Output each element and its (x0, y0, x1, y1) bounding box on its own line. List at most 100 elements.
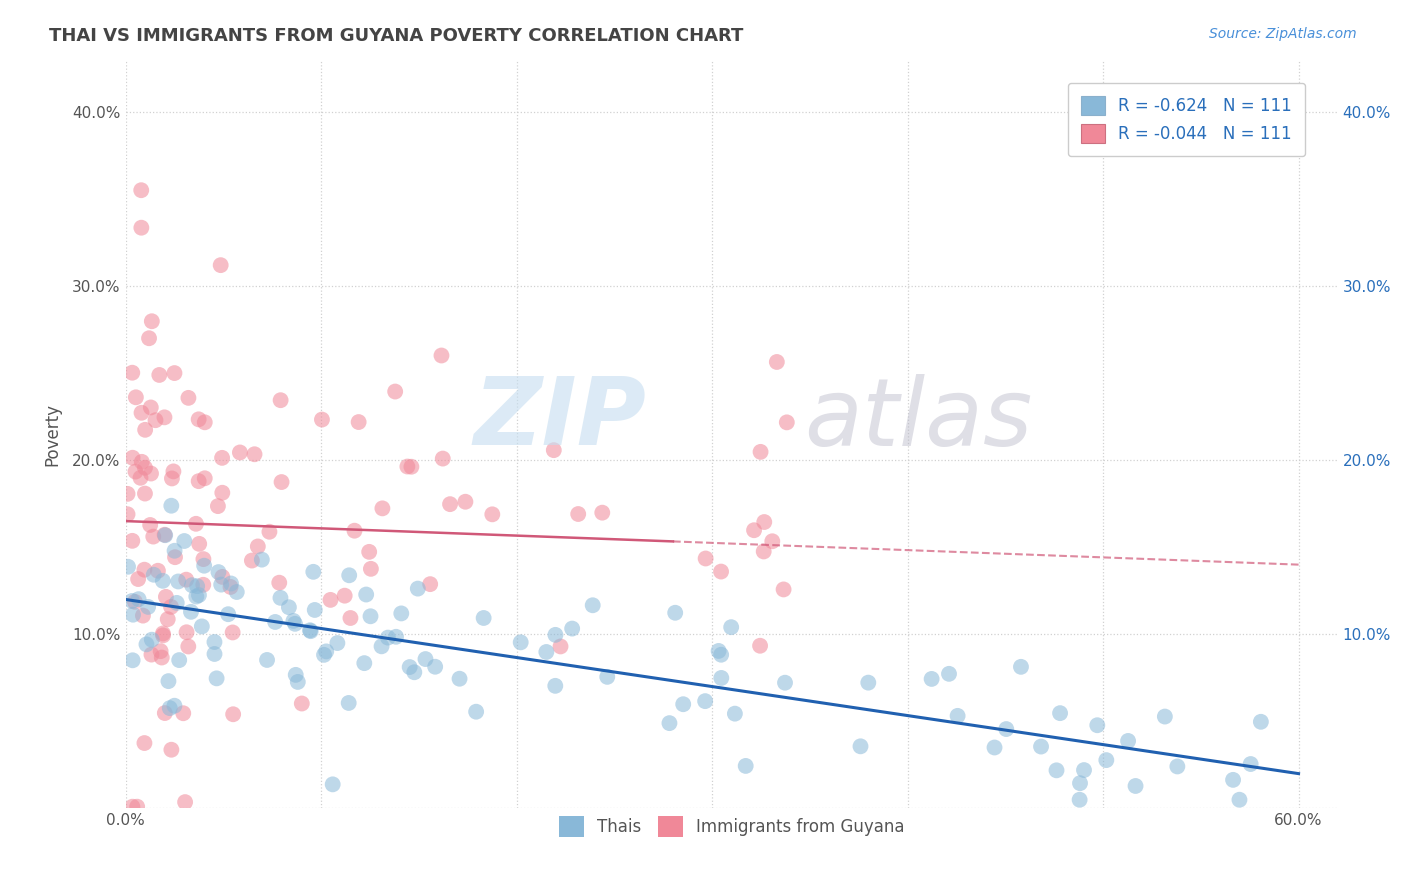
Thais (160, 499, 183, 513)
Thais (1250, 714, 1272, 729)
Immigrants from Guyana (160, 599, 183, 614)
Immigrants from Guyana (162, 464, 184, 478)
Thais (163, 543, 186, 558)
Thais (983, 740, 1005, 755)
Immigrants from Guyana (160, 471, 183, 485)
Immigrants from Guyana (591, 506, 613, 520)
Immigrants from Guyana (129, 183, 152, 197)
Thais (1073, 763, 1095, 777)
Thais (370, 640, 392, 654)
Thais (353, 656, 375, 670)
Thais (326, 636, 349, 650)
Immigrants from Guyana (117, 487, 139, 501)
Thais (425, 659, 447, 673)
Immigrants from Guyana (749, 639, 772, 653)
Thais (354, 588, 377, 602)
Immigrants from Guyana (153, 706, 176, 720)
Immigrants from Guyana (152, 626, 174, 640)
Thais (157, 674, 180, 689)
Immigrants from Guyana (134, 486, 156, 500)
Thais (773, 675, 796, 690)
Thais (946, 709, 969, 723)
Thais (187, 588, 209, 602)
Immigrants from Guyana (211, 570, 233, 584)
Immigrants from Guyana (229, 445, 252, 459)
Thais (849, 739, 872, 754)
Immigrants from Guyana (454, 494, 477, 508)
Thais (995, 722, 1018, 736)
Immigrants from Guyana (269, 575, 291, 590)
Immigrants from Guyana (240, 553, 263, 567)
Immigrants from Guyana (754, 515, 776, 529)
Thais (121, 594, 143, 608)
Thais (1095, 753, 1118, 767)
Immigrants from Guyana (134, 423, 156, 437)
Thais (181, 578, 204, 592)
Thais (225, 585, 247, 599)
Immigrants from Guyana (749, 445, 772, 459)
Thais (664, 606, 686, 620)
Immigrants from Guyana (752, 544, 775, 558)
Immigrants from Guyana (222, 707, 245, 722)
Thais (1229, 793, 1251, 807)
Immigrants from Guyana (246, 540, 269, 554)
Immigrants from Guyana (176, 625, 198, 640)
Thais (1166, 759, 1188, 773)
Immigrants from Guyana (153, 527, 176, 541)
Immigrants from Guyana (139, 467, 162, 481)
Immigrants from Guyana (131, 406, 153, 420)
Thais (163, 698, 186, 713)
Immigrants from Guyana (259, 524, 281, 539)
Thais (710, 648, 733, 662)
Immigrants from Guyana (127, 799, 149, 814)
Thais (1222, 772, 1244, 787)
Text: ZIP: ZIP (474, 373, 647, 465)
Thais (544, 628, 567, 642)
Thais (217, 607, 239, 622)
Immigrants from Guyana (145, 413, 167, 427)
Immigrants from Guyana (134, 563, 156, 577)
Thais (322, 777, 344, 791)
Immigrants from Guyana (121, 366, 143, 380)
Immigrants from Guyana (152, 628, 174, 642)
Immigrants from Guyana (194, 471, 217, 485)
Immigrants from Guyana (333, 589, 356, 603)
Immigrants from Guyana (343, 524, 366, 538)
Thais (298, 624, 321, 638)
Thais (695, 694, 717, 708)
Thais (264, 615, 287, 629)
Immigrants from Guyana (172, 706, 194, 721)
Immigrants from Guyana (430, 349, 453, 363)
Immigrants from Guyana (174, 795, 197, 809)
Thais (360, 609, 382, 624)
Immigrants from Guyana (772, 582, 794, 597)
Thais (509, 635, 531, 649)
Immigrants from Guyana (139, 518, 162, 533)
Immigrants from Guyana (371, 501, 394, 516)
Immigrants from Guyana (146, 564, 169, 578)
Thais (136, 599, 159, 614)
Thais (304, 603, 326, 617)
Thais (582, 599, 605, 613)
Immigrants from Guyana (360, 562, 382, 576)
Thais (415, 652, 437, 666)
Immigrants from Guyana (339, 611, 361, 625)
Immigrants from Guyana (695, 551, 717, 566)
Immigrants from Guyana (270, 475, 292, 489)
Immigrants from Guyana (766, 355, 789, 369)
Immigrants from Guyana (117, 508, 139, 522)
Immigrants from Guyana (121, 799, 143, 814)
Thais (287, 674, 309, 689)
Thais (398, 660, 420, 674)
Thais (142, 567, 165, 582)
Immigrants from Guyana (134, 736, 156, 750)
Immigrants from Guyana (311, 412, 333, 426)
Thais (166, 596, 188, 610)
Thais (1069, 793, 1091, 807)
Immigrants from Guyana (384, 384, 406, 399)
Immigrants from Guyana (188, 537, 211, 551)
Thais (1085, 718, 1108, 732)
Immigrants from Guyana (121, 533, 143, 548)
Thais (299, 624, 322, 639)
Thais (1010, 660, 1032, 674)
